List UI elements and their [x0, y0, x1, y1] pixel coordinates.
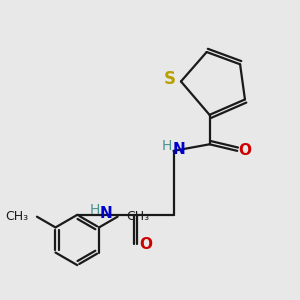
Text: N: N	[100, 206, 112, 221]
Text: O: O	[239, 143, 252, 158]
Text: H: H	[162, 139, 172, 153]
Text: CH₃: CH₃	[5, 210, 28, 223]
Text: N: N	[172, 142, 185, 158]
Text: H: H	[89, 203, 100, 217]
Text: CH₃: CH₃	[126, 210, 149, 223]
Text: S: S	[164, 70, 176, 88]
Text: O: O	[139, 237, 152, 252]
